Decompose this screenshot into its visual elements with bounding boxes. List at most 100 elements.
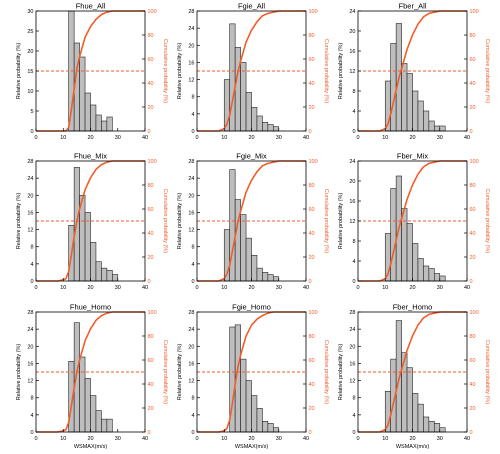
histogram-bar bbox=[433, 273, 441, 282]
y-tick-label: 4 bbox=[30, 413, 33, 419]
y-tick-label: 20 bbox=[188, 43, 194, 49]
y-tick-label: 24 bbox=[188, 26, 194, 32]
x-tick-label: 0 bbox=[195, 285, 198, 291]
y-tick-label: 24 bbox=[349, 327, 355, 333]
y2-tick-label: 0 bbox=[148, 129, 151, 135]
histogram-bar bbox=[90, 104, 97, 132]
y2-tick-label: 60 bbox=[309, 358, 315, 364]
y-axis-label: Relative probability (%) bbox=[177, 344, 183, 401]
histogram-bar bbox=[433, 125, 441, 132]
y-tick-label: 8 bbox=[30, 396, 33, 402]
histogram-bar bbox=[251, 395, 258, 433]
chart-panel: 0 10 20 30 4004812162024020406080100Fber_Mix… bbox=[338, 152, 490, 292]
y2-tick-label: 80 bbox=[148, 33, 154, 39]
x-tick-label: 40 bbox=[142, 135, 148, 141]
histogram-bar bbox=[101, 418, 108, 433]
histogram-bar bbox=[256, 408, 263, 433]
y2-axis-label: Cumulative probability (%) bbox=[323, 39, 329, 103]
y2-tick-label: 0 bbox=[309, 279, 312, 285]
histogram-bar bbox=[428, 420, 435, 433]
y2-tick-label: 100 bbox=[148, 159, 157, 165]
chart-title: Fhue_All bbox=[76, 2, 106, 11]
histogram-bar bbox=[428, 268, 435, 282]
y2-axis-label: Cumulative probability (%) bbox=[323, 340, 329, 404]
y2-tick-label: 20 bbox=[148, 105, 154, 111]
cumulative-probability-line bbox=[358, 160, 467, 282]
y-tick-label: 16 bbox=[349, 361, 355, 367]
y-tick-label: 0 bbox=[352, 430, 355, 436]
y-tick-label: 8 bbox=[352, 89, 355, 95]
y-axis-label: Relative probability (%) bbox=[177, 43, 183, 100]
y-tick-label: 4 bbox=[352, 413, 355, 419]
y2-tick-label: 0 bbox=[148, 279, 151, 285]
histogram-bar bbox=[106, 116, 113, 132]
y-tick-label: 0 bbox=[352, 279, 355, 285]
histogram-bar bbox=[95, 261, 102, 282]
histogram-bar bbox=[433, 423, 441, 433]
y2-tick-label: 40 bbox=[309, 382, 315, 388]
y-tick-label: 28 bbox=[188, 310, 194, 316]
y-tick-label: 20 bbox=[27, 344, 33, 350]
x-tick-label: 0 bbox=[34, 436, 37, 442]
cumulative-probability-line bbox=[197, 160, 306, 282]
y2-tick-label: 20 bbox=[470, 255, 476, 261]
y-tick-label: 16 bbox=[349, 199, 355, 205]
histogram-bar bbox=[417, 403, 424, 433]
x-tick-label: 30 bbox=[276, 285, 282, 291]
y2-tick-label: 60 bbox=[309, 207, 315, 213]
y2-tick-label: 80 bbox=[148, 183, 154, 189]
x-tick-label: 0 bbox=[356, 285, 359, 291]
y-tick-label: 5 bbox=[30, 109, 33, 115]
histogram-bar bbox=[262, 122, 269, 132]
histogram-bar bbox=[101, 120, 108, 132]
y2-tick-label: 80 bbox=[309, 334, 315, 340]
histogram-bar bbox=[267, 423, 274, 433]
histogram-bar bbox=[439, 427, 446, 433]
histogram-bar bbox=[73, 322, 80, 433]
y-tick-label: 30 bbox=[27, 9, 33, 15]
histogram-bar bbox=[272, 427, 280, 433]
chart-panel: 0 10 20 30 400481216202428020406080100Fhue_M… bbox=[16, 152, 168, 292]
y-tick-label: 10 bbox=[27, 89, 33, 95]
histogram-bar bbox=[412, 243, 419, 282]
y-tick-label: 12 bbox=[349, 69, 355, 75]
histogram-bar bbox=[234, 47, 241, 132]
y-tick-label: 0 bbox=[191, 430, 194, 436]
y-tick-label: 8 bbox=[191, 396, 194, 402]
histogram-bar bbox=[272, 276, 280, 282]
y-tick-label: 4 bbox=[30, 262, 33, 268]
histogram-bar bbox=[240, 62, 247, 132]
y2-tick-label: 20 bbox=[148, 406, 154, 412]
y-tick-label: 8 bbox=[191, 95, 194, 101]
x-tick-label: 10 bbox=[60, 135, 66, 141]
histogram-bar bbox=[106, 418, 113, 433]
x-tick-label: 40 bbox=[303, 436, 309, 442]
y-tick-label: 12 bbox=[188, 379, 194, 385]
histogram-bar bbox=[240, 214, 247, 282]
y-tick-label: 24 bbox=[349, 9, 355, 15]
y-tick-label: 12 bbox=[27, 228, 33, 234]
x-tick-label: 30 bbox=[115, 285, 121, 291]
x-tick-label: 0 bbox=[356, 135, 359, 141]
y2-tick-label: 100 bbox=[309, 9, 318, 15]
y-tick-label: 8 bbox=[30, 245, 33, 251]
y2-tick-label: 60 bbox=[148, 207, 154, 213]
y2-tick-label: 100 bbox=[470, 310, 479, 316]
histogram-bar bbox=[84, 92, 91, 132]
x-axis-label: WSMAX(m/s) bbox=[235, 444, 268, 450]
y2-tick-label: 100 bbox=[148, 310, 157, 316]
y2-tick-label: 40 bbox=[470, 81, 476, 87]
histogram-bar bbox=[406, 73, 413, 132]
histogram-bar bbox=[267, 274, 274, 282]
x-tick-label: 10 bbox=[382, 285, 388, 291]
x-tick-label: 30 bbox=[276, 436, 282, 442]
y2-axis-label: Cumulative probability (%) bbox=[162, 39, 168, 103]
y-tick-label: 0 bbox=[191, 129, 194, 135]
y-tick-label: 24 bbox=[27, 176, 33, 182]
x-tick-label: 30 bbox=[115, 135, 121, 141]
y2-tick-label: 0 bbox=[148, 430, 151, 436]
y-axis-label: Relative probability (%) bbox=[338, 193, 344, 250]
y2-tick-label: 80 bbox=[309, 33, 315, 39]
y2-axis-label: Cumulative probability (%) bbox=[323, 189, 329, 253]
